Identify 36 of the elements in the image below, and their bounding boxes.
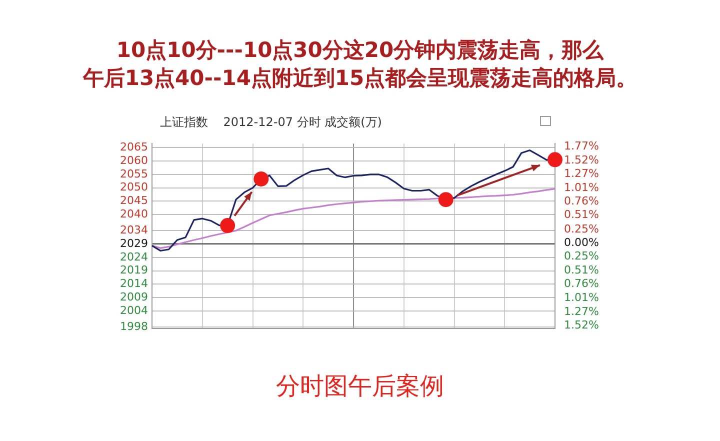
- y2-tick-label: 1.01%: [564, 181, 599, 194]
- y-tick-label: 2004: [120, 304, 148, 317]
- y2-tick-label: 1.01%: [564, 290, 599, 304]
- point: [548, 152, 562, 168]
- y-tick-label: 2065: [120, 140, 148, 154]
- y-tick-label: 2050: [120, 180, 148, 194]
- y-tick-label: 2034: [120, 224, 148, 237]
- y2-tick-label: 1.52%: [564, 153, 599, 166]
- y-tick-label: 2029: [120, 236, 148, 250]
- y-tick-label: 2055: [120, 167, 148, 180]
- point: [220, 218, 236, 234]
- point: [438, 192, 454, 208]
- y2-tick-label: 1.27%: [564, 166, 599, 180]
- y-tick-label: 2060: [120, 154, 148, 167]
- y-tick-label: 2040: [120, 207, 148, 220]
- y2-tick-label: 0.25%: [564, 222, 599, 236]
- y-tick-label: 2045: [120, 194, 148, 208]
- y-tick-label: 2014: [120, 277, 148, 290]
- chart-title: 10点10分---10点30分这20分钟内震荡走高，那么: [115, 37, 605, 64]
- y2-tick-label: 0.51%: [564, 208, 599, 222]
- chart-subtitle: 午后13点40--14点附近到15点都会呈现震荡走高的格局。: [82, 65, 638, 92]
- text: 分时图午后案例: [275, 371, 445, 402]
- y2-tick-label: 0.25%: [564, 250, 599, 263]
- y-tick-label: 1998: [120, 320, 148, 333]
- y-tick-label: 2009: [120, 290, 148, 304]
- y2-tick-label: 0.76%: [564, 194, 599, 208]
- y2-tick-label: 0.00%: [564, 236, 599, 249]
- y2-tick-label: 1.27%: [564, 304, 599, 318]
- point: [254, 171, 269, 186]
- y2-tick-label: 0.51%: [564, 264, 599, 277]
- y-tick-label: 2019: [120, 264, 148, 277]
- y-tick-label: 2024: [120, 250, 148, 264]
- y2-tick-label: 1.77%: [564, 140, 599, 153]
- y2-tick-label: 0.76%: [564, 277, 599, 290]
- text: 上证指数 2012-12-07 分时 成交额(万): [160, 114, 382, 131]
- y2-tick-label: 1.52%: [564, 318, 599, 332]
